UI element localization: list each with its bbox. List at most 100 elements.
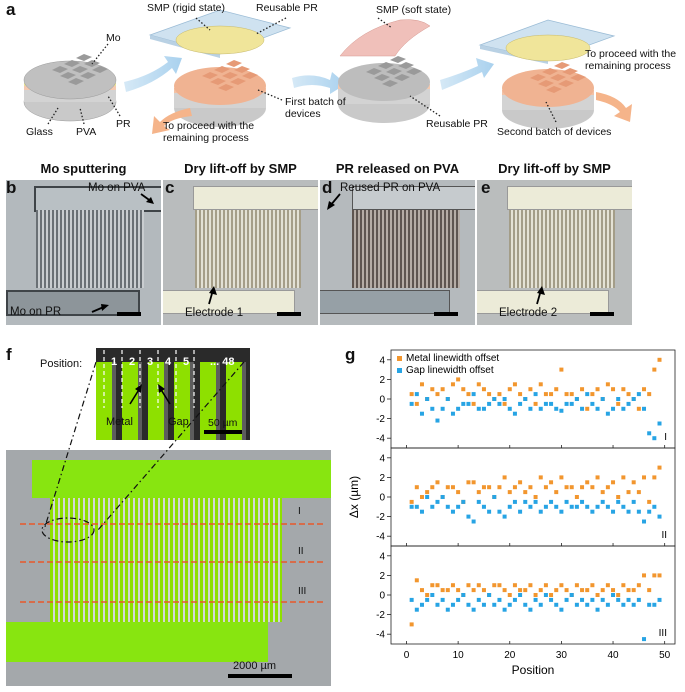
metal-offset-point bbox=[564, 485, 569, 490]
gap-offset-point bbox=[445, 504, 450, 509]
wafer-stack-4 bbox=[478, 19, 616, 129]
gap-offset-point bbox=[533, 392, 538, 397]
gap-offset-point bbox=[409, 401, 414, 406]
position-48: ... 48 bbox=[210, 356, 235, 368]
gap-offset-point bbox=[600, 397, 605, 401]
gap-offset-point bbox=[502, 607, 507, 612]
gap-offset-point bbox=[487, 593, 492, 597]
gap-offset-point bbox=[435, 418, 440, 423]
gap-offset-point bbox=[456, 406, 461, 411]
x-tick-label: 40 bbox=[607, 650, 619, 661]
metal-offset-point bbox=[647, 588, 652, 593]
gap-offset-point bbox=[533, 499, 538, 504]
gap-offset-point bbox=[502, 397, 507, 401]
gap-offset-point bbox=[616, 597, 621, 602]
label-mo: Mo bbox=[106, 32, 121, 44]
metal-offset-point bbox=[657, 465, 662, 470]
metal-offset-point bbox=[636, 490, 641, 495]
metal-offset-point bbox=[600, 588, 605, 593]
label-first-batch: First batch of devices bbox=[285, 96, 346, 120]
arrows-b bbox=[91, 193, 154, 313]
metal-offset-point bbox=[528, 485, 533, 490]
metal-offset-point bbox=[466, 480, 471, 485]
metal-offset-point bbox=[497, 392, 502, 397]
gap-offset-point bbox=[611, 593, 616, 597]
gap-offset-point bbox=[574, 602, 579, 607]
metal-offset-point bbox=[543, 392, 548, 397]
inset-overlay bbox=[103, 350, 242, 434]
metal-offset-point bbox=[554, 387, 559, 392]
metal-offset-point bbox=[456, 377, 461, 382]
metal-offset-point bbox=[466, 583, 471, 588]
metal-offset-point bbox=[559, 367, 564, 372]
metal-offset-point bbox=[487, 485, 492, 490]
gap-offset-point bbox=[507, 406, 512, 411]
gap-offset-point bbox=[440, 495, 445, 499]
metal-offset-point bbox=[466, 392, 471, 397]
y-tick-label: 0 bbox=[379, 493, 385, 504]
metal-offset-point bbox=[471, 401, 476, 406]
metal-offset-point bbox=[559, 583, 564, 588]
gap-offset-point bbox=[440, 406, 445, 411]
gap-offset-point bbox=[518, 593, 523, 597]
x-tick-label: 0 bbox=[404, 650, 410, 661]
gap-offset-point bbox=[481, 602, 486, 607]
gap-offset-point bbox=[430, 504, 435, 509]
gap-offset-point bbox=[631, 602, 636, 607]
metal-offset-point bbox=[512, 382, 517, 387]
line-label-III: III bbox=[298, 586, 307, 597]
panel-label-b: b bbox=[6, 178, 17, 197]
gap-offset-point bbox=[425, 397, 430, 401]
metal-offset-point bbox=[585, 480, 590, 485]
metal-offset-point bbox=[518, 392, 523, 397]
gap-offset-point bbox=[461, 499, 466, 504]
gap-offset-point bbox=[554, 504, 559, 509]
gap-offset-point bbox=[549, 499, 554, 504]
metal-offset-point bbox=[512, 485, 517, 490]
header-b: Mo sputtering bbox=[40, 161, 127, 176]
gap-offset-point bbox=[543, 593, 548, 597]
gap-offset-point bbox=[585, 392, 590, 397]
metal-offset-point bbox=[481, 588, 486, 593]
subplot-frame bbox=[390, 447, 676, 547]
metal-offset-point bbox=[621, 387, 626, 392]
gap-offset-point bbox=[419, 509, 424, 514]
legend-marker bbox=[397, 368, 402, 373]
label-proceed-right: To proceed with the remaining process bbox=[585, 48, 677, 72]
gap-offset-point bbox=[409, 597, 414, 602]
gap-offset-point bbox=[636, 392, 641, 397]
gap-offset-point bbox=[507, 504, 512, 509]
gap-offset-point bbox=[647, 431, 652, 436]
metal-offset-point bbox=[435, 392, 440, 397]
metal-offset-point bbox=[554, 588, 559, 593]
gap-offset-point bbox=[636, 597, 641, 602]
gap-offset-point bbox=[636, 509, 641, 514]
metal-offset-point bbox=[559, 475, 564, 480]
gap-offset-point bbox=[445, 607, 450, 612]
label-pva: PVA bbox=[76, 126, 97, 138]
gap-offset-point bbox=[512, 597, 517, 602]
metal-offset-point bbox=[652, 573, 657, 578]
metal-offset-point bbox=[605, 382, 610, 387]
label-reused-pr: Reused PR on PVA bbox=[340, 182, 441, 194]
gap-offset-point bbox=[652, 602, 657, 607]
micrograph-d bbox=[320, 180, 475, 325]
metal-offset-point bbox=[523, 490, 528, 495]
metal-offset-point bbox=[616, 495, 621, 499]
gap-offset-point bbox=[564, 401, 569, 406]
wafer-stack-1 bbox=[23, 54, 117, 122]
header-d: PR released on PVA bbox=[335, 161, 460, 176]
metal-offset-point bbox=[507, 387, 512, 392]
gap-offset-point bbox=[481, 504, 486, 509]
metal-offset-point bbox=[528, 387, 533, 392]
label-metal: Metal bbox=[106, 416, 133, 428]
metal-offset-point bbox=[414, 401, 419, 406]
gap-offset-point bbox=[523, 602, 528, 607]
gap-offset-point bbox=[642, 406, 647, 411]
y-tick-label: 2 bbox=[379, 473, 385, 484]
y-tick-label: -2 bbox=[376, 512, 385, 523]
metal-offset-point bbox=[409, 499, 414, 504]
gap-offset-point bbox=[461, 593, 466, 597]
metal-offset-point bbox=[585, 406, 590, 411]
gap-offset-point bbox=[574, 397, 579, 401]
